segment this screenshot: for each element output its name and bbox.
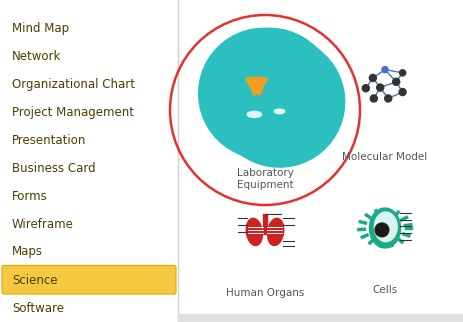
Ellipse shape bbox=[246, 218, 263, 245]
Ellipse shape bbox=[247, 111, 262, 118]
Text: Wireframe: Wireframe bbox=[12, 217, 74, 231]
Text: Human Organs: Human Organs bbox=[226, 288, 304, 298]
Circle shape bbox=[375, 223, 389, 237]
Bar bbox=[0, 0, 178, 322]
Bar bbox=[255, 95, 258, 102]
Ellipse shape bbox=[272, 105, 287, 117]
Text: Organizational Chart: Organizational Chart bbox=[12, 78, 135, 90]
Ellipse shape bbox=[369, 208, 400, 248]
Bar bbox=[252, 102, 257, 113]
Polygon shape bbox=[246, 79, 267, 95]
Circle shape bbox=[385, 95, 392, 102]
Text: Business Card: Business Card bbox=[12, 162, 96, 175]
Circle shape bbox=[362, 85, 369, 92]
Ellipse shape bbox=[375, 212, 397, 242]
Bar bbox=[277, 102, 282, 111]
Ellipse shape bbox=[268, 218, 284, 245]
Ellipse shape bbox=[246, 77, 267, 81]
Bar bbox=[178, 314, 463, 322]
Text: Forms: Forms bbox=[12, 190, 48, 203]
Text: Project Management: Project Management bbox=[12, 106, 134, 118]
Text: Mind Map: Mind Map bbox=[12, 22, 69, 34]
Circle shape bbox=[400, 70, 406, 76]
Bar bbox=[263, 214, 267, 234]
Circle shape bbox=[369, 74, 376, 81]
Text: Software: Software bbox=[12, 301, 64, 315]
Circle shape bbox=[393, 78, 400, 85]
Text: Science: Science bbox=[12, 273, 57, 287]
Circle shape bbox=[399, 89, 406, 96]
Circle shape bbox=[382, 67, 388, 73]
Text: Network: Network bbox=[12, 50, 62, 62]
FancyBboxPatch shape bbox=[2, 265, 176, 294]
Circle shape bbox=[370, 95, 377, 102]
Bar bbox=[264, 79, 266, 122]
Ellipse shape bbox=[274, 109, 285, 114]
Circle shape bbox=[377, 84, 384, 91]
Text: Presentation: Presentation bbox=[12, 134, 87, 147]
Bar bbox=[245, 93, 266, 95]
Text: Cells: Cells bbox=[372, 285, 398, 295]
Text: Maps: Maps bbox=[12, 245, 43, 259]
Bar bbox=[249, 120, 281, 122]
Bar bbox=[257, 92, 264, 93]
Ellipse shape bbox=[244, 106, 264, 120]
Text: Laboratory
Equipment: Laboratory Equipment bbox=[237, 168, 294, 190]
Text: Molecular Model: Molecular Model bbox=[342, 152, 428, 162]
